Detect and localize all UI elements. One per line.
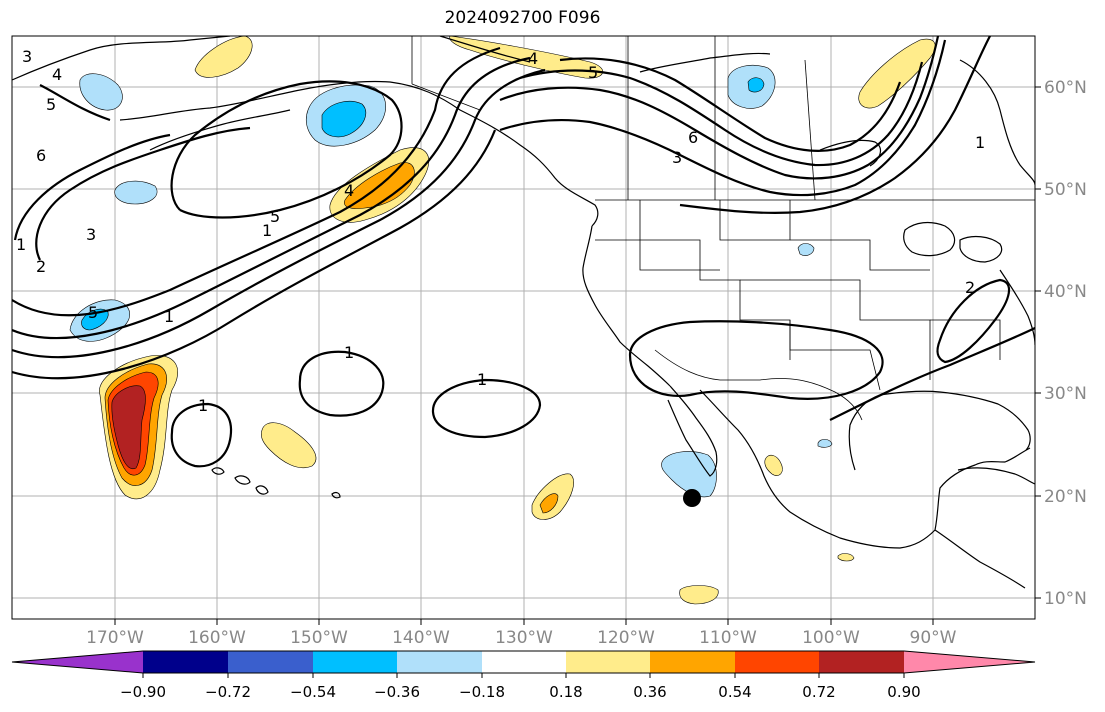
colorbar-tick-labels: −0.90 −0.72 −0.54 −0.36 −0.18 0.18 0.36 … bbox=[120, 683, 921, 701]
lon-label-100w: 100°W bbox=[802, 628, 860, 648]
colorbar-segment bbox=[12, 651, 143, 673]
colorbar-segment bbox=[735, 651, 819, 673]
lat-label-20n: 20°N bbox=[1044, 487, 1087, 507]
lon-label-140w: 140°W bbox=[392, 628, 450, 648]
contour-label: 1 bbox=[198, 396, 208, 415]
lon-label-110w: 110°W bbox=[699, 628, 757, 648]
contour-lines bbox=[12, 36, 1035, 468]
colorbar-segment bbox=[143, 651, 228, 673]
contour-label: 3 bbox=[672, 148, 682, 167]
colorbar-tick-label: −0.72 bbox=[205, 683, 251, 701]
negative-anomaly-region bbox=[747, 77, 765, 93]
lat-label-50n: 50°N bbox=[1044, 180, 1087, 200]
contour-label: 1 bbox=[344, 343, 354, 362]
colorbar-segment bbox=[650, 651, 735, 673]
contour-labels: 3 4 5 6 1 2 3 5 1 1 1 1 4 5 6 3 1 2 1 4 … bbox=[16, 47, 985, 415]
colorbar-tick-label: −0.36 bbox=[374, 683, 420, 701]
positive-anomaly-region bbox=[260, 422, 317, 469]
positive-anomaly-region bbox=[111, 385, 146, 470]
lon-label-90w: 90°W bbox=[910, 628, 957, 648]
colorbar-tick-label: 0.36 bbox=[633, 683, 666, 701]
location-marker bbox=[683, 489, 701, 507]
colorbar-segment bbox=[397, 651, 482, 673]
positive-anomaly-region bbox=[194, 36, 253, 78]
lat-label-40n: 40°N bbox=[1044, 282, 1087, 302]
axis-ticks bbox=[114, 86, 1041, 625]
contour-label: 4 bbox=[528, 49, 538, 68]
negative-anomaly-region bbox=[79, 73, 123, 111]
colorbar-tick-label: 0.54 bbox=[718, 683, 751, 701]
map-title: 2024092700 F096 bbox=[444, 8, 601, 28]
contour-label: 5 bbox=[270, 207, 280, 226]
contour-label: 5 bbox=[46, 95, 56, 114]
colorbar-segment bbox=[566, 651, 650, 673]
contour-label: 3 bbox=[22, 47, 32, 66]
contour-label: 6 bbox=[36, 146, 46, 165]
colorbar bbox=[11, 650, 1036, 678]
colorbar-tick-label: 0.90 bbox=[887, 683, 920, 701]
lon-label-130w: 130°W bbox=[495, 628, 553, 648]
negative-anomaly-region bbox=[797, 243, 815, 256]
colorbar-segment bbox=[228, 651, 313, 673]
colorbar-segment bbox=[904, 651, 1035, 673]
negative-anomaly-region bbox=[114, 180, 158, 205]
negative-anomaly-region bbox=[817, 439, 833, 448]
lat-label-10n: 10°N bbox=[1044, 589, 1087, 609]
positive-anomaly-region bbox=[449, 36, 603, 79]
colorbar-tick-label: 0.18 bbox=[549, 683, 582, 701]
positive-anomaly-region bbox=[679, 585, 719, 605]
lon-label-160w: 160°W bbox=[188, 628, 246, 648]
contour-label: 1 bbox=[262, 221, 272, 240]
contour-label: 2 bbox=[36, 257, 46, 276]
positive-anomaly-region bbox=[539, 493, 559, 514]
colorbar-segment bbox=[819, 651, 904, 673]
contour-label: 6 bbox=[688, 128, 698, 147]
lat-label-30n: 30°N bbox=[1044, 384, 1087, 404]
positive-anomaly-region bbox=[858, 38, 936, 109]
contour-label: 1 bbox=[16, 235, 26, 254]
negative-anomaly-region bbox=[321, 101, 366, 138]
colorbar-segment bbox=[313, 651, 397, 673]
contour-label: 5 bbox=[88, 303, 98, 322]
positive-anomaly-region bbox=[837, 553, 855, 562]
contour-label: 5 bbox=[588, 63, 598, 82]
contour-label: 4 bbox=[52, 65, 62, 84]
lon-label-120w: 120°W bbox=[597, 628, 655, 648]
negative-anomaly-region bbox=[661, 451, 717, 498]
lon-label-150w: 150°W bbox=[290, 628, 348, 648]
colorbar-tick-label: −0.90 bbox=[120, 683, 166, 701]
colorbar-tick-label: −0.18 bbox=[459, 683, 505, 701]
lon-label-170w: 170°W bbox=[86, 628, 144, 648]
contour-label: 1 bbox=[477, 370, 487, 389]
latitude-labels: 60°N 50°N 40°N 30°N 20°N 10°N bbox=[1044, 78, 1087, 609]
colorbar-tick-label: 0.72 bbox=[802, 683, 835, 701]
colorbar-tick-label: −0.54 bbox=[290, 683, 336, 701]
contour-label: 2 bbox=[965, 278, 975, 297]
positive-anomaly-region bbox=[764, 454, 783, 476]
contour-label: 1 bbox=[975, 133, 985, 152]
contour-label: 1 bbox=[164, 307, 174, 326]
lat-label-60n: 60°N bbox=[1044, 78, 1087, 98]
contour-label: 4 bbox=[344, 181, 354, 200]
colorbar-segment bbox=[482, 651, 566, 673]
longitude-labels: 170°W 160°W 150°W 140°W 130°W 120°W 110°… bbox=[86, 628, 957, 648]
contour-label: 3 bbox=[86, 225, 96, 244]
